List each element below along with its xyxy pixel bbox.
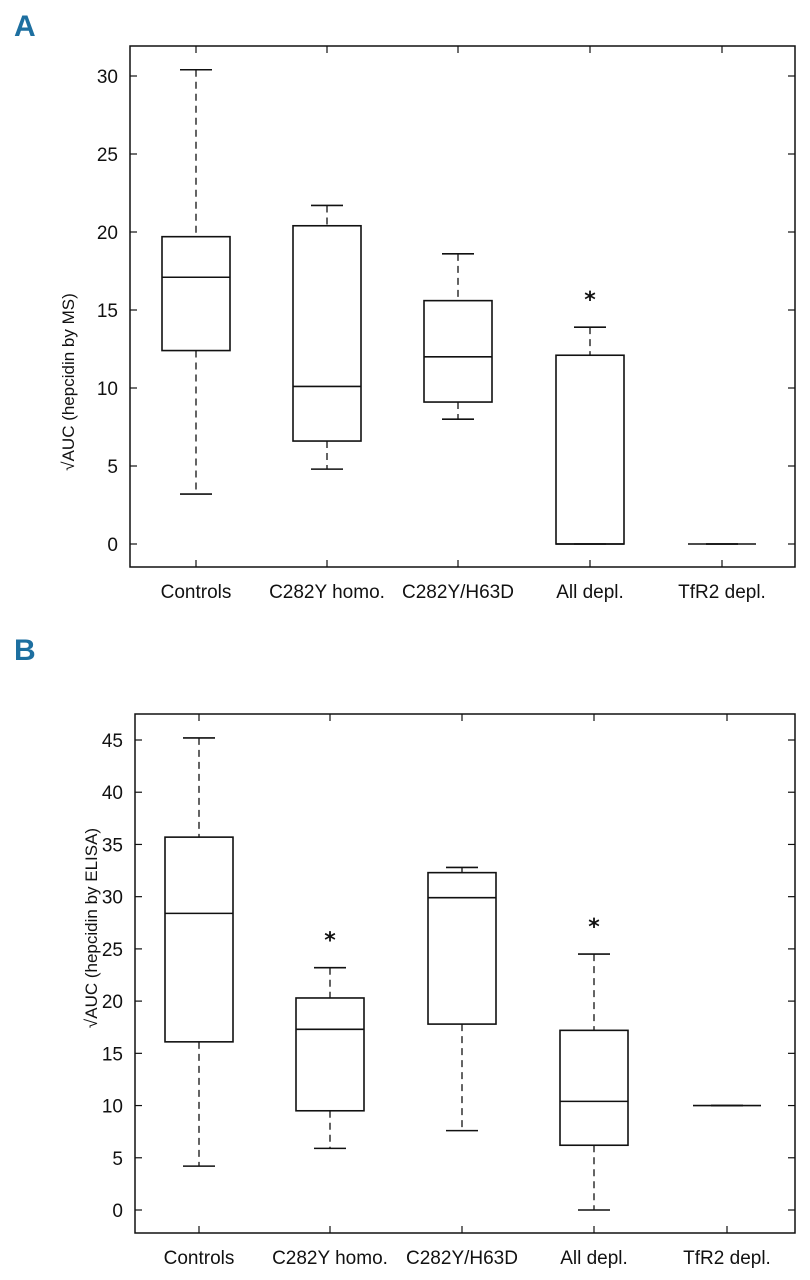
box-3 [423,253,493,421]
box-4: * [555,288,625,545]
box-plot-a: 0 5 10 15 20 25 30 Controls C282Y homo. C282Y/H63… [59,45,796,603]
box-body [427,871,497,1025]
plot-frame [134,713,796,1234]
box-plot-b: 0 5 10 15 20 25 30 35 40 45 Controls C282Y homo. C28… [82,713,796,1269]
y-tick-label: 10 [97,379,118,400]
box-1 [164,737,234,1167]
x-category-label: All depl. [556,582,624,603]
y-tick-label: 15 [102,1044,123,1065]
box-body [423,299,493,403]
x-category-label: C282Y homo. [269,582,385,603]
y-axis-label: √AUC (hepcidin by ELISA) [82,828,101,1028]
x-category-label: C282Y homo. [272,1248,388,1269]
box-1 [161,68,231,495]
y-tick-label: 30 [102,888,123,909]
x-category-label: Controls [164,1248,235,1269]
x-category-label: Controls [161,582,232,603]
plot-frame [129,45,796,568]
panel-label-b: B [14,634,36,667]
y-tick-label: 5 [107,457,118,478]
box-body [164,836,234,1043]
y-tick-label: 20 [102,992,123,1013]
box-3 [427,866,497,1132]
x-category-label: TfR2 depl. [678,582,766,603]
significance-star: * [588,915,600,940]
y-tick-label: 15 [97,301,118,322]
box-2 [292,204,362,470]
y-tick-label: 20 [97,223,118,244]
y-tick-label: 35 [102,835,123,856]
x-category-label: All depl. [560,1248,628,1269]
panel-label-a: A [14,10,36,43]
y-tick-label: 30 [97,67,118,88]
x-category-label: C282Y/H63D [406,1248,518,1269]
x-category-label: TfR2 depl. [683,1248,771,1269]
y-tick-label: 25 [97,145,118,166]
y-tick-label: 25 [102,940,123,961]
significance-star: * [584,288,596,313]
significance-star: * [324,929,336,954]
y-tick-label: 10 [102,1097,123,1118]
y-tick-label: 0 [112,1201,123,1222]
y-tick-label: 0 [107,535,118,556]
y-axis-label: √AUC (hepcidin by MS) [59,293,78,471]
box-2: * [295,929,365,1150]
box-body [292,224,362,442]
y-tick-label: 40 [102,783,123,804]
box-4: * [559,915,629,1211]
box-body [295,997,365,1112]
y-tick-label: 45 [102,731,123,752]
box-body [555,354,625,545]
box-body [161,235,231,352]
box-body [559,1029,629,1147]
y-tick-label: 5 [112,1149,123,1170]
x-category-label: C282Y/H63D [402,582,514,603]
